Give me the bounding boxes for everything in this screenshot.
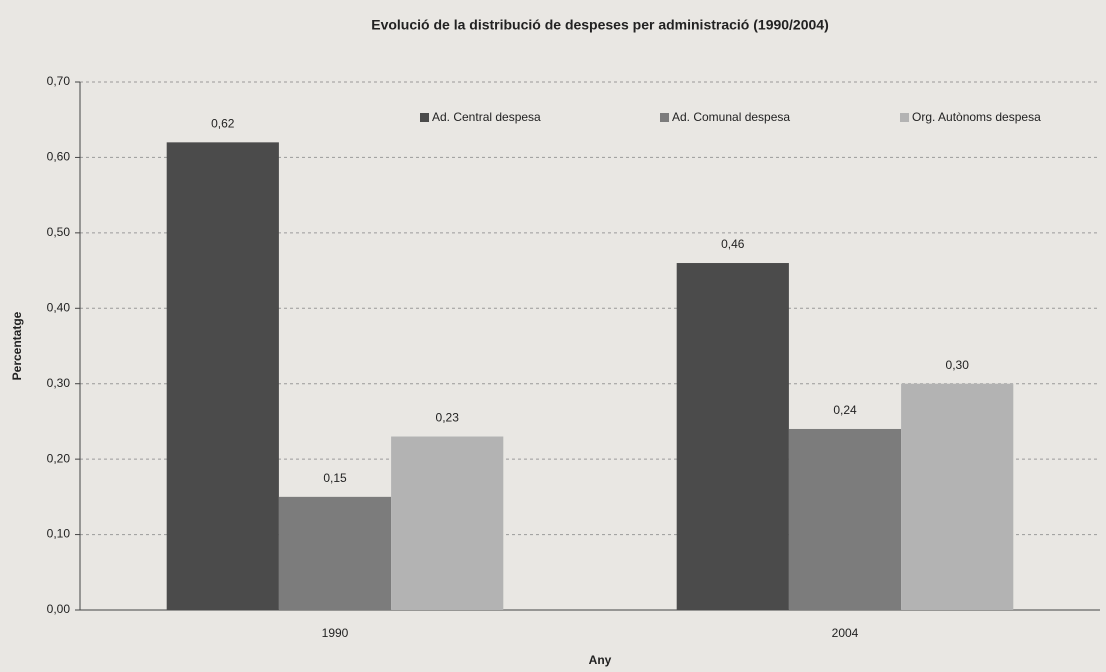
y-tick-label: 0,70 (47, 74, 71, 88)
value-label: 0,46 (721, 237, 745, 251)
legend-swatch (420, 113, 429, 122)
y-tick-label: 0,50 (47, 225, 71, 239)
y-tick-label: 0,30 (47, 376, 71, 390)
y-tick-label: 0,40 (47, 300, 71, 314)
bar (166, 142, 279, 611)
value-label: 0,30 (946, 358, 970, 372)
legend-label: Ad. Comunal despesa (672, 110, 790, 124)
x-tick-label: 1990 (322, 626, 349, 640)
value-label: 0,23 (436, 411, 460, 425)
legend-label: Ad. Central despesa (432, 110, 541, 124)
y-tick-label: 0,20 (47, 451, 71, 465)
value-label: 0,62 (211, 117, 235, 131)
value-label: 0,24 (833, 403, 857, 417)
bar (901, 383, 1014, 610)
x-tick-label: 2004 (832, 626, 859, 640)
bar (676, 263, 789, 610)
legend-swatch (660, 113, 669, 122)
bar (278, 496, 392, 610)
chart-title: Evolució de la distribució de despeses p… (371, 17, 829, 33)
legend-swatch (900, 113, 909, 122)
y-tick-label: 0,10 (47, 527, 71, 541)
y-axis-title: Percentatge (10, 311, 24, 380)
legend-label: Org. Autònoms despesa (912, 110, 1041, 124)
y-tick-label: 0,60 (47, 150, 71, 164)
y-tick-label: 0,00 (47, 602, 71, 616)
bar (788, 428, 902, 610)
value-label: 0,15 (323, 471, 347, 485)
x-axis-title: Any (589, 653, 612, 667)
bar (391, 436, 504, 610)
